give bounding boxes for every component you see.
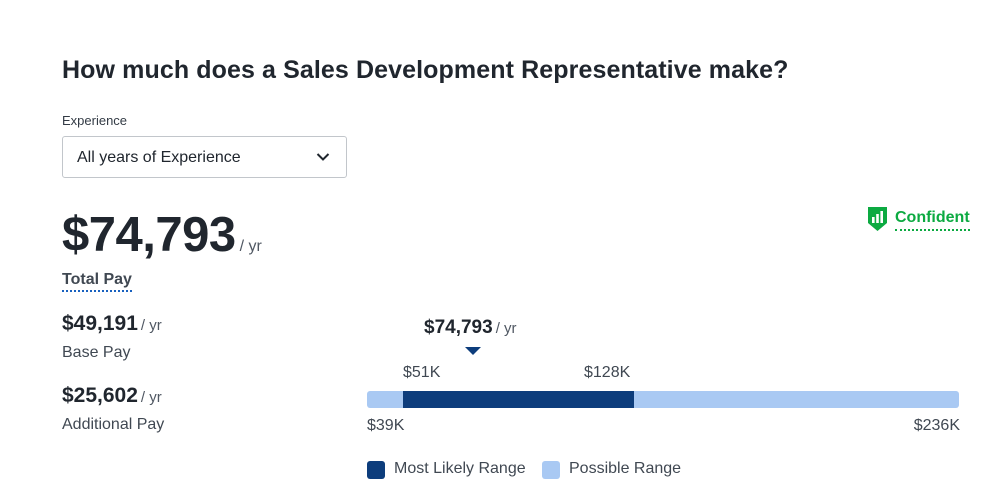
total-pay-label[interactable]: Total Pay: [62, 271, 132, 292]
base-pay: $49,191/ yr: [62, 312, 162, 336]
median-amount: $74,793: [424, 317, 493, 338]
possible-range-bar: [367, 391, 959, 408]
likely-high-label: $128K: [584, 364, 631, 381]
total-pay: $74,793/ yr: [62, 207, 262, 263]
most-likely-legend-label: Most Likely Range: [394, 460, 526, 477]
base-pay-period: / yr: [140, 317, 162, 334]
possible-legend-label: Possible Range: [569, 460, 682, 477]
experience-label: Experience: [62, 113, 128, 128]
likely-low-label: $51K: [403, 364, 441, 381]
total-pay-amount: $74,793: [62, 208, 236, 262]
possible-low-label: $39K: [367, 417, 405, 434]
bar-chart-shield-icon: [868, 207, 887, 231]
possible-high-label: $236K: [913, 417, 960, 434]
most-likely-legend-swatch: [367, 461, 385, 479]
base-pay-amount: $49,191: [62, 312, 138, 335]
median-period: / yr: [495, 320, 517, 337]
possible-legend-swatch: [542, 461, 560, 479]
additional-pay: $25,602/ yr: [62, 384, 162, 408]
additional-pay-label: Additional Pay: [62, 416, 165, 433]
experience-select[interactable]: All years of Experience: [62, 136, 347, 178]
base-pay-label: Base Pay: [62, 344, 131, 361]
median-marker: [465, 347, 481, 355]
median-value: $74,793/ yr: [424, 317, 517, 339]
experience-select-value: All years of Experience: [77, 149, 241, 166]
chevron-down-icon: [316, 153, 330, 161]
additional-pay-period: / yr: [140, 389, 162, 406]
confidence-label: Confident: [895, 209, 970, 231]
most-likely-range-bar: [403, 391, 635, 408]
total-pay-period: / yr: [239, 238, 262, 255]
additional-pay-amount: $25,602: [62, 384, 138, 407]
page-title: How much does a Sales Development Repres…: [62, 56, 789, 84]
